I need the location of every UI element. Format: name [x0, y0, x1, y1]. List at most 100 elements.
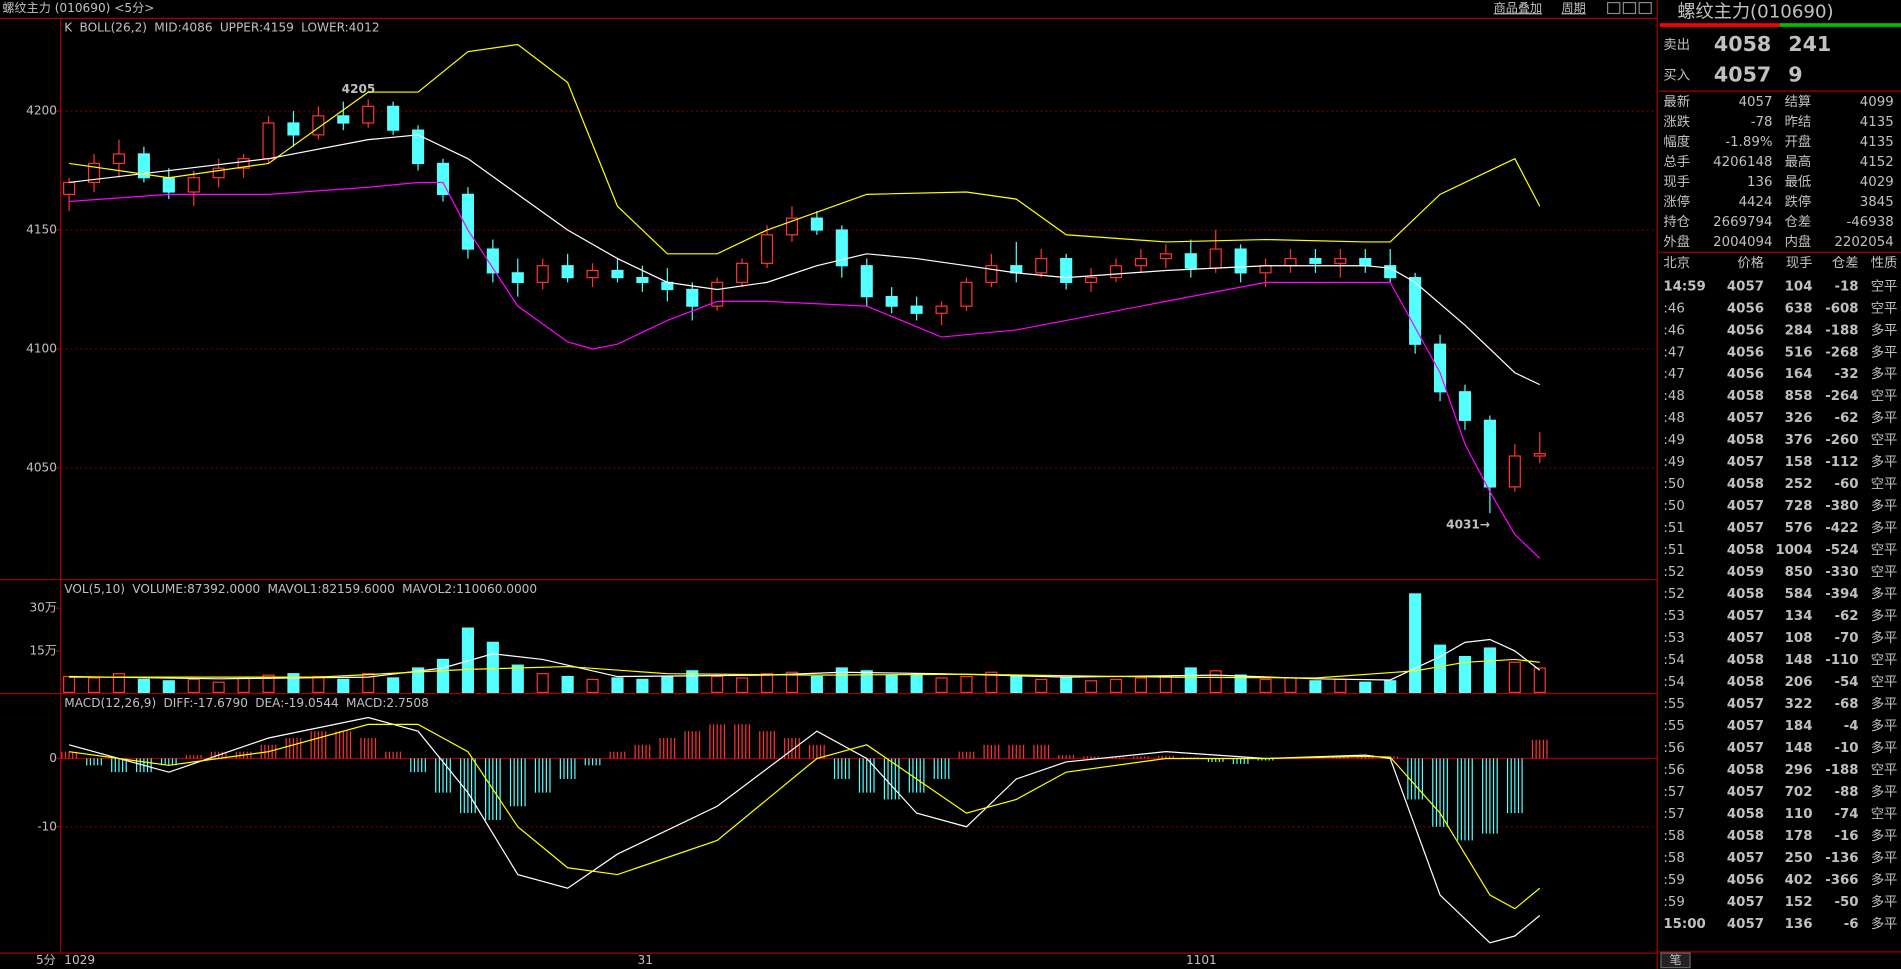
- volume-bar: [985, 671, 998, 694]
- period-button[interactable]: 周期: [1562, 1, 1586, 15]
- tick-cell: :46: [1663, 323, 1684, 338]
- indicator-label: MACD:2.7508: [346, 696, 429, 710]
- tick-cell: 多平: [1871, 585, 1898, 602]
- candle-body: [1334, 257, 1347, 264]
- price-annotation: 4205: [342, 82, 376, 96]
- window-icon[interactable]: [1606, 1, 1621, 15]
- candle-body: [810, 217, 823, 231]
- candle-body: [910, 305, 923, 314]
- tick-cell: 858: [1785, 389, 1813, 404]
- tick-cell: :50: [1663, 499, 1684, 514]
- candle-body: [63, 181, 76, 195]
- volume-bar: [960, 675, 973, 694]
- volume-bar: [835, 667, 848, 694]
- candle-body: [1309, 257, 1322, 264]
- tick-cell: -70: [1834, 631, 1858, 646]
- sell-label: 卖出: [1663, 37, 1690, 53]
- tick-cell: 空平: [1871, 388, 1898, 404]
- tick-cell: 空平: [1871, 300, 1898, 316]
- candle-body: [237, 158, 250, 169]
- candle-body: [262, 122, 275, 160]
- tick-cell: 152: [1785, 895, 1813, 910]
- volume-bar: [1334, 678, 1347, 694]
- tick-cell: :58: [1663, 829, 1684, 844]
- stat-label: 外盘: [1663, 233, 1690, 250]
- tick-cell: -62: [1834, 411, 1858, 426]
- stat-label: 内盘: [1785, 233, 1812, 250]
- tick-cell: 206: [1785, 675, 1813, 690]
- tick-cell: 多平: [1871, 827, 1898, 844]
- buy-label: 买入: [1663, 67, 1690, 83]
- stat-value: -46938: [1847, 215, 1894, 230]
- stat-label: 跌停: [1785, 193, 1812, 210]
- tick-cell: 322: [1785, 697, 1813, 712]
- volume-bar: [387, 677, 400, 694]
- volume-bar: [1409, 593, 1422, 694]
- tick-cell: 多平: [1871, 893, 1898, 910]
- tick-cell: 184: [1785, 719, 1813, 734]
- tab-label[interactable]: 笔: [1669, 952, 1681, 967]
- stat-value: 2669794: [1713, 215, 1772, 230]
- volume-bar: [1458, 655, 1472, 694]
- tick-cell: :48: [1663, 389, 1684, 404]
- volume-bar: [1209, 670, 1222, 694]
- stat-label: 总手: [1663, 154, 1690, 170]
- tick-cell: 多平: [1871, 365, 1898, 382]
- volume-bar: [262, 674, 275, 694]
- y-tick-label: 4100: [26, 341, 57, 355]
- tick-cell: :59: [1663, 895, 1684, 910]
- candle-body: [1159, 253, 1172, 260]
- stat-value: 4206148: [1713, 155, 1772, 170]
- stat-label: 最高: [1785, 153, 1812, 170]
- indicator-line: [69, 658, 1540, 679]
- tick-cell: 4058: [1727, 433, 1764, 448]
- tick-cell: 4059: [1727, 565, 1764, 580]
- tick-cell: -264: [1825, 389, 1858, 404]
- volume-bar: [736, 677, 749, 694]
- tick-cell: :56: [1663, 763, 1684, 778]
- volume-bar: [1109, 678, 1123, 694]
- tick-cell: :49: [1663, 455, 1684, 470]
- volume-bar: [586, 678, 599, 694]
- window-icon[interactable]: [1638, 1, 1652, 15]
- candle-body: [1060, 257, 1073, 283]
- x-tick-label: 31: [638, 953, 653, 967]
- tick-cell: 702: [1785, 785, 1813, 800]
- tick-cell: 110: [1785, 807, 1813, 822]
- tick-cell: 空平: [1871, 674, 1898, 690]
- candle-body: [1085, 276, 1098, 283]
- candle-body: [187, 177, 200, 193]
- tick-cell: -422: [1825, 521, 1858, 536]
- price-annotation: 4031→: [1446, 518, 1490, 532]
- tick-cell: 多平: [1871, 519, 1898, 536]
- volume-bar: [611, 677, 624, 694]
- volume-bar: [511, 664, 524, 694]
- stat-value: 4135: [1860, 135, 1894, 150]
- tick-cell: 4057: [1727, 455, 1764, 470]
- tick-cell: -62: [1834, 609, 1858, 624]
- indicator-label: DEA:-19.0544: [255, 696, 339, 710]
- window-icon[interactable]: [1622, 1, 1637, 15]
- tick-cell: 108: [1785, 631, 1813, 646]
- volume-bar: [910, 673, 923, 694]
- overlay-button[interactable]: 商品叠加: [1494, 0, 1542, 15]
- indicator-line: [69, 181, 1541, 559]
- tick-cell: 516: [1785, 345, 1813, 360]
- volume-bar: [536, 673, 549, 694]
- y-tick-label: 15万: [29, 643, 57, 657]
- tick-cell: :51: [1663, 521, 1684, 536]
- sell-volume: 241: [1788, 32, 1831, 56]
- tick-cell: 空平: [1871, 806, 1898, 822]
- tick-cell: -608: [1825, 301, 1858, 316]
- charts: K BOLL(26,2) MID:4086 UPPER:4159 LOWER:4012 4…: [26, 21, 1658, 967]
- stat-value: 4057: [1739, 95, 1773, 110]
- quote-panel: 螺纹主力(010690) 卖出 4058 241 买入 4057 9 笔 最新 4…: [1658, 1, 1901, 969]
- candle-body: [636, 276, 649, 283]
- tick-cell: 4056: [1727, 873, 1764, 888]
- stat-label: 涨停: [1663, 193, 1690, 210]
- volume-bar: [287, 673, 300, 694]
- tick-cell: 136: [1785, 917, 1813, 932]
- tab[interactable]: [1660, 952, 1691, 969]
- tick-cell: 多平: [1871, 321, 1898, 338]
